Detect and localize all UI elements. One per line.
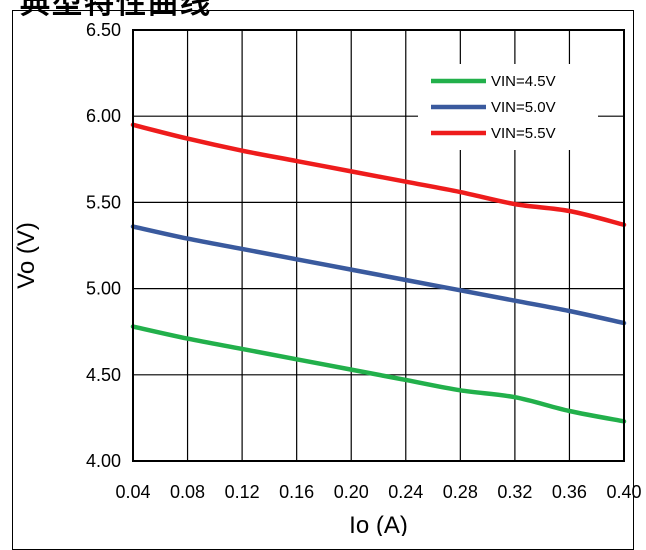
x-tick-label: 0.32 — [497, 482, 532, 502]
vo-vs-io-chart: 4.00 4.50 5.00 5.50 6.00 6.50 0.04 0.08 0.12 0.1… — [13, 20, 642, 536]
series-line-1 — [130, 324, 627, 424]
x-tick-label: 0.04 — [115, 482, 150, 502]
y-tick-label: 4.50 — [86, 365, 121, 385]
y-tick-labels: 4.00 4.50 5.00 5.50 6.00 6.50 — [86, 20, 121, 471]
x-tick-label: 0.40 — [606, 482, 641, 502]
y-axis-label: Vo (V) — [13, 222, 40, 289]
x-tick-label: 0.16 — [279, 482, 314, 502]
legend: VIN=4.5V VIN=5.0V VIN=5.5V — [418, 64, 598, 150]
series-line-3 — [130, 122, 627, 228]
series-lines — [130, 122, 627, 424]
y-tick-label: 5.00 — [86, 279, 121, 299]
y-tick-label: 6.50 — [86, 20, 121, 40]
x-tick-label: 0.24 — [388, 482, 423, 502]
legend-label: VIN=4.5V — [491, 73, 556, 90]
x-axis-label: Io (A) — [349, 512, 408, 536]
x-tick-label: 0.20 — [334, 482, 369, 502]
y-tick-label: 5.50 — [86, 192, 121, 212]
legend-label: VIN=5.5V — [491, 125, 556, 142]
x-tick-label: 0.28 — [443, 482, 478, 502]
x-tick-labels: 0.04 0.08 0.12 0.16 0.20 0.24 0.28 0.32 0.36 0.40 — [115, 482, 641, 502]
y-tick-label: 4.00 — [86, 451, 121, 471]
plot-area-border — [132, 29, 625, 462]
x-tick-label: 0.08 — [170, 482, 205, 502]
legend-label: VIN=5.0V — [491, 99, 556, 116]
x-tick-label: 0.36 — [552, 482, 587, 502]
y-tick-label: 6.00 — [86, 106, 121, 126]
series-line-2 — [130, 224, 627, 326]
x-tick-label: 0.12 — [225, 482, 260, 502]
